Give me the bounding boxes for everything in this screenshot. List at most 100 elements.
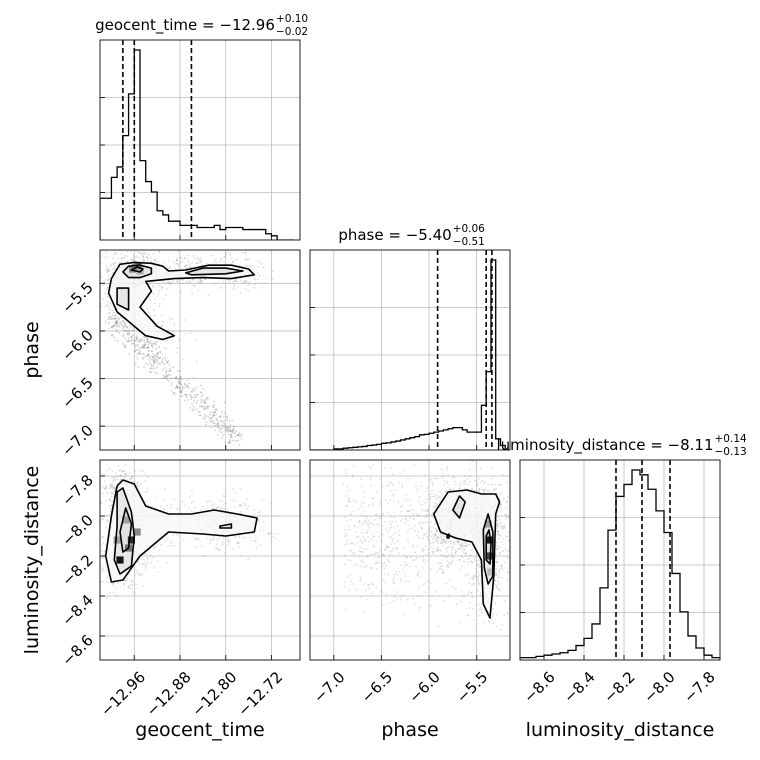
sample-point (175, 258, 178, 261)
sample-point (441, 538, 444, 541)
sample-point (166, 361, 169, 364)
sample-point (393, 573, 396, 576)
sample-point (396, 548, 398, 551)
sample-point (501, 576, 504, 579)
sample-point (109, 476, 112, 479)
sample-point (440, 567, 443, 570)
sample-point (116, 319, 118, 322)
sample-point (205, 402, 207, 404)
sample-point (360, 550, 363, 553)
sample-point (471, 561, 474, 564)
sample-point (460, 600, 462, 603)
sample-point (151, 358, 153, 361)
sample-point (117, 465, 120, 468)
sample-point (151, 344, 154, 347)
sample-point (213, 261, 215, 264)
sample-point (234, 452, 236, 454)
y-tick-label: −8.2 (58, 551, 96, 589)
sample-point (127, 330, 130, 333)
sample-point (196, 257, 199, 260)
sample-point (108, 318, 111, 321)
sample-point (215, 543, 218, 546)
sample-point (193, 377, 195, 380)
sample-point (227, 441, 230, 444)
sample-point (106, 295, 109, 298)
sample-point (175, 377, 177, 380)
sample-point (383, 573, 386, 576)
sample-point (164, 347, 167, 350)
sample-point (144, 490, 147, 493)
sample-point (466, 477, 469, 480)
sample-point (119, 322, 122, 324)
sample-point (100, 276, 103, 278)
sample-point (260, 499, 263, 502)
sample-point (111, 257, 114, 259)
title-main: phase = −5.40 (338, 226, 451, 244)
sample-point (126, 251, 129, 253)
sample-point (400, 510, 403, 513)
sample-point (155, 295, 158, 298)
sample-point (129, 584, 132, 587)
sample-point (195, 339, 198, 342)
sample-point (346, 485, 348, 488)
sample-point (366, 531, 368, 534)
sample-point (430, 514, 433, 516)
sample-point (184, 333, 187, 335)
sample-point (504, 514, 507, 517)
sample-point (477, 579, 480, 582)
sample-point (348, 549, 351, 552)
sample-point (118, 261, 121, 264)
sample-point (491, 617, 494, 620)
sample-point (425, 513, 428, 516)
sample-point (92, 539, 94, 541)
sample-point (168, 364, 171, 367)
sample-point (203, 405, 206, 408)
sample-point (182, 387, 184, 389)
sample-point (161, 353, 164, 356)
sample-point (258, 275, 261, 277)
sample-point (151, 355, 154, 358)
sample-point (197, 410, 200, 413)
sample-point (177, 265, 180, 268)
sample-point (469, 475, 472, 478)
sample-point (208, 499, 210, 502)
sample-point (152, 253, 155, 255)
sample-point (392, 499, 395, 502)
sample-point (129, 478, 132, 481)
sample-point (424, 561, 427, 564)
sample-point (247, 505, 250, 507)
sample-point (494, 602, 497, 605)
sample-point (253, 539, 256, 542)
sample-point (504, 599, 507, 602)
sample-point (111, 325, 114, 328)
sample-point (147, 363, 150, 366)
sample-point (379, 516, 382, 519)
sample-point (238, 536, 241, 538)
sample-point (135, 337, 138, 340)
sample-point (107, 267, 110, 270)
sample-point (443, 479, 446, 482)
sample-point (383, 562, 386, 564)
sample-point (389, 520, 391, 523)
sample-point (152, 566, 155, 569)
y-tick-label: −7.8 (58, 471, 96, 509)
sample-point (498, 522, 500, 525)
contour-line (184, 267, 244, 276)
sample-point (105, 251, 108, 253)
sample-point (442, 554, 444, 557)
sample-point (175, 375, 178, 378)
sample-point (381, 554, 383, 556)
sample-point (246, 258, 249, 261)
sample-point (228, 427, 231, 429)
sample-point (188, 495, 191, 498)
sample-point (192, 405, 195, 408)
sample-point (161, 286, 164, 289)
sample-point (227, 429, 230, 432)
sample-point (478, 477, 480, 480)
sample-point (147, 349, 150, 352)
sample-point (146, 556, 149, 559)
sample-point (158, 251, 161, 254)
sample-point (138, 352, 141, 355)
sample-point (104, 320, 107, 322)
sample-point (366, 529, 369, 531)
